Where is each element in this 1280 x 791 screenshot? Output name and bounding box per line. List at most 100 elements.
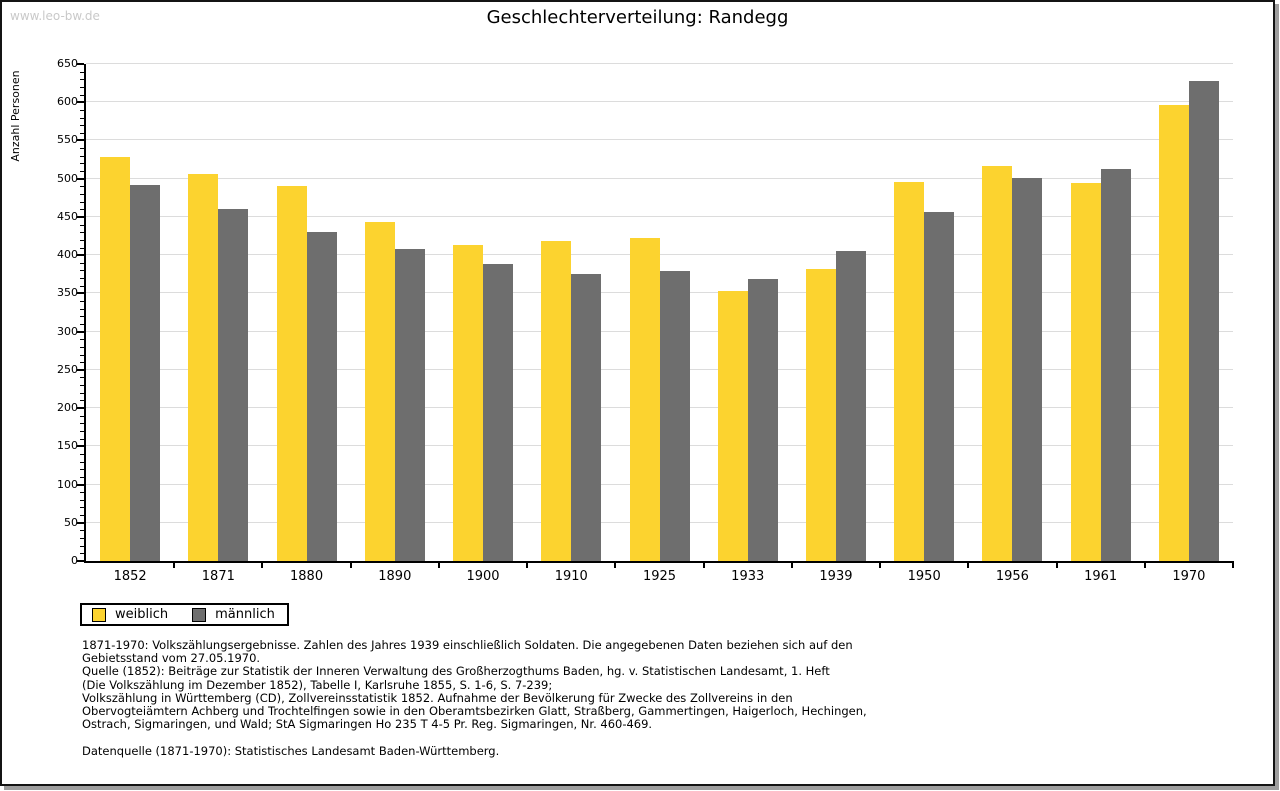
y-tick-label-250: 250 bbox=[57, 362, 78, 376]
legend: weiblich männlich bbox=[80, 603, 289, 626]
y-tick-label-200: 200 bbox=[57, 401, 78, 415]
y-tick-minor-410 bbox=[80, 247, 84, 249]
y-tick-major-200 bbox=[77, 407, 84, 410]
bar-weiblich-1871 bbox=[188, 174, 219, 561]
y-tick-minor-280 bbox=[80, 346, 84, 348]
x-tick-9 bbox=[879, 561, 882, 568]
y-tick-major-150 bbox=[77, 445, 84, 448]
bar-weiblich-1970 bbox=[1158, 105, 1189, 561]
y-tick-minor-260 bbox=[80, 362, 84, 364]
y-tick-minor-570 bbox=[80, 125, 84, 127]
y-tick-minor-120 bbox=[80, 469, 84, 471]
y-tick-minor-560 bbox=[80, 132, 84, 134]
y-tick-minor-160 bbox=[80, 438, 84, 440]
y-tick-minor-130 bbox=[80, 461, 84, 463]
legend-label-männlich: männlich bbox=[215, 607, 275, 622]
watermark-leo-bw: www.leo-bw.de bbox=[10, 9, 100, 23]
bar-weiblich-1933 bbox=[717, 291, 748, 561]
gridline-y-400 bbox=[86, 254, 1233, 256]
bar-männlich-1880 bbox=[306, 232, 337, 561]
y-tick-minor-580 bbox=[80, 117, 84, 119]
legend-item-weiblich: weiblich bbox=[92, 607, 168, 622]
y-tick-label-550: 550 bbox=[57, 133, 78, 147]
bar-weiblich-1890 bbox=[364, 222, 395, 561]
legend-swatch-männlich bbox=[192, 607, 207, 622]
bar-weiblich-1956 bbox=[982, 166, 1013, 561]
y-tick-major-50 bbox=[77, 521, 84, 524]
x-tick-7 bbox=[702, 561, 705, 568]
legend-label-weiblich: weiblich bbox=[115, 607, 169, 622]
y-tick-label-100: 100 bbox=[57, 477, 78, 491]
gridline-y-550 bbox=[86, 139, 1233, 141]
y-tick-minor-180 bbox=[80, 423, 84, 425]
y-tick-minor-190 bbox=[80, 415, 84, 417]
y-tick-minor-440 bbox=[80, 224, 84, 226]
y-tick-minor-80 bbox=[80, 499, 84, 501]
y-tick-label-500: 500 bbox=[57, 171, 78, 185]
x-tick-label-1890: 1890 bbox=[378, 569, 412, 584]
y-tick-minor-360 bbox=[80, 285, 84, 287]
x-tick-6 bbox=[614, 561, 617, 568]
note-line-1: 1871-1970: Volkszählungsergebnisse. Zahl… bbox=[82, 638, 853, 652]
y-tick-minor-110 bbox=[80, 476, 84, 478]
x-tick-label-1880: 1880 bbox=[290, 569, 324, 584]
y-tick-minor-470 bbox=[80, 201, 84, 203]
x-tick-label-1910: 1910 bbox=[554, 569, 588, 584]
y-tick-major-250 bbox=[77, 368, 84, 371]
gridline-y-600 bbox=[86, 101, 1233, 103]
y-tick-major-500 bbox=[77, 177, 84, 180]
y-axis-label: Anzahl Personen bbox=[9, 70, 22, 162]
x-tick-11 bbox=[1055, 561, 1058, 568]
bar-männlich-1950 bbox=[924, 212, 955, 561]
bar-männlich-1956 bbox=[1012, 178, 1043, 561]
note-line-2: Gebietsstand vom 27.05.1970. bbox=[82, 651, 261, 666]
y-tick-major-550 bbox=[77, 139, 84, 142]
y-tick-minor-460 bbox=[80, 209, 84, 211]
y-tick-minor-520 bbox=[80, 163, 84, 165]
bar-männlich-1900 bbox=[483, 264, 514, 561]
x-tick-label-1970: 1970 bbox=[1172, 569, 1206, 584]
y-tick-minor-490 bbox=[80, 186, 84, 188]
y-tick-minor-590 bbox=[80, 109, 84, 111]
note-line-7: Ostrach, Sigmaringen, und Wald; StA Sigm… bbox=[82, 717, 653, 732]
y-tick-label-650: 650 bbox=[57, 57, 78, 70]
x-tick-13 bbox=[1232, 561, 1234, 568]
bar-weiblich-1925 bbox=[629, 238, 660, 561]
y-tick-minor-370 bbox=[80, 278, 84, 280]
bar-weiblich-1880 bbox=[276, 186, 307, 561]
y-tick-minor-620 bbox=[80, 86, 84, 88]
bar-männlich-1852 bbox=[130, 185, 161, 561]
y-tick-minor-10 bbox=[80, 553, 84, 555]
y-tick-minor-310 bbox=[80, 323, 84, 325]
y-tick-major-400 bbox=[77, 254, 84, 257]
bar-männlich-1910 bbox=[571, 274, 602, 561]
x-tick-label-1900: 1900 bbox=[466, 569, 500, 584]
bar-weiblich-1852 bbox=[100, 157, 131, 561]
y-tick-label-50: 50 bbox=[64, 515, 78, 529]
y-tick-minor-320 bbox=[80, 316, 84, 318]
note-line-9: Datenquelle (1871-1970): Statistisches L… bbox=[82, 743, 500, 758]
y-tick-minor-170 bbox=[80, 431, 84, 432]
x-tick-5 bbox=[526, 561, 529, 568]
y-tick-minor-290 bbox=[80, 339, 84, 341]
y-tick-minor-90 bbox=[80, 492, 84, 494]
y-tick-minor-270 bbox=[80, 354, 84, 356]
y-tick-minor-240 bbox=[80, 377, 84, 379]
y-tick-minor-70 bbox=[80, 507, 84, 509]
y-tick-major-600 bbox=[77, 101, 84, 104]
x-tick-1 bbox=[173, 561, 176, 568]
y-tick-label-400: 400 bbox=[57, 248, 78, 262]
bar-männlich-1890 bbox=[394, 249, 425, 561]
gridline-y-450 bbox=[86, 215, 1233, 217]
legend-swatch-weiblich bbox=[92, 607, 106, 622]
x-tick-label-1939: 1939 bbox=[819, 569, 853, 584]
x-tick-3 bbox=[349, 561, 352, 568]
note-spacer bbox=[82, 731, 1202, 744]
plot-area bbox=[77, 63, 1234, 568]
y-tick-major-300 bbox=[77, 330, 84, 333]
bar-männlich-1939 bbox=[835, 251, 866, 561]
y-tick-minor-340 bbox=[80, 301, 84, 303]
y-tick-minor-20 bbox=[80, 545, 84, 547]
x-tick-label-1933: 1933 bbox=[731, 569, 765, 584]
